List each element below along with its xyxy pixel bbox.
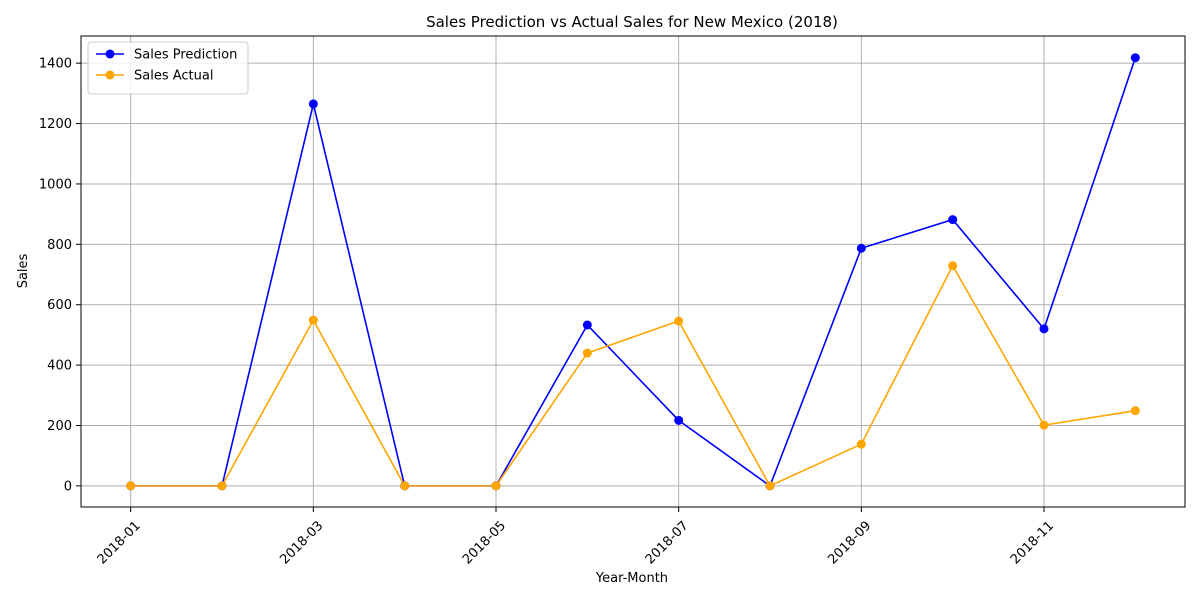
- legend-marker-sales-actual: [105, 70, 115, 80]
- y-tick-label: 1000: [39, 177, 72, 192]
- legend: Sales Prediction Sales Actual: [87, 41, 249, 95]
- y-tick-label: 600: [47, 298, 72, 313]
- point-sales-actual: [491, 481, 501, 491]
- point-sales-actual: [400, 481, 410, 491]
- series-lines: [130, 57, 1137, 488]
- legend-label-sales-actual: Sales Actual: [134, 69, 213, 84]
- legend-marker-sales-prediction: [105, 49, 115, 59]
- point-sales-prediction: [856, 243, 866, 253]
- point-sales-prediction: [1130, 53, 1140, 63]
- axis-ticks: 0 200 400 600 800 1000 1200 1400 2018-01 2018-03 2…: [39, 57, 1057, 568]
- y-axis-label: Sales: [16, 253, 31, 288]
- point-sales-actual: [948, 261, 958, 271]
- point-sales-prediction: [308, 99, 318, 109]
- y-tick-label: 1400: [39, 57, 72, 72]
- chart-title: Sales Prediction vs Actual Sales for New…: [426, 13, 838, 31]
- x-tick-label: 2018-07: [643, 518, 692, 567]
- line-sales-prediction: [130, 57, 1137, 488]
- point-sales-actual: [856, 439, 866, 449]
- x-tick-label: 2018-09: [825, 518, 874, 567]
- x-tick-label: 2018-05: [460, 518, 509, 567]
- x-axis-label: Year-Month: [595, 571, 668, 586]
- grid: [81, 36, 1185, 507]
- x-tick-label: 2018-01: [95, 518, 144, 567]
- line-sales-actual: [130, 264, 1136, 487]
- point-sales-actual: [674, 316, 684, 326]
- point-sales-prediction: [674, 415, 684, 425]
- y-tick-label: 1200: [39, 117, 72, 132]
- point-sales-actual: [308, 315, 318, 325]
- point-sales-prediction: [948, 215, 958, 225]
- y-tick-label: 400: [47, 359, 72, 374]
- point-sales-prediction: [1039, 324, 1049, 334]
- point-sales-actual: [765, 481, 775, 491]
- plot-area: [80, 35, 1186, 508]
- y-tick-label: 0: [64, 479, 72, 494]
- point-sales-actual: [582, 348, 592, 358]
- series-markers: [126, 53, 1140, 491]
- point-sales-prediction: [582, 320, 592, 330]
- point-sales-actual: [217, 481, 227, 491]
- legend-box: [87, 41, 249, 95]
- point-sales-actual: [126, 481, 136, 491]
- y-tick-label: 800: [47, 238, 72, 253]
- point-sales-actual: [1039, 420, 1049, 430]
- legend-label-sales-prediction: Sales Prediction: [134, 48, 237, 63]
- y-tick-label: 200: [47, 419, 72, 434]
- point-sales-actual: [1130, 406, 1140, 416]
- x-tick-label: 2018-03: [277, 518, 326, 567]
- x-tick-label: 2018-11: [1008, 518, 1057, 567]
